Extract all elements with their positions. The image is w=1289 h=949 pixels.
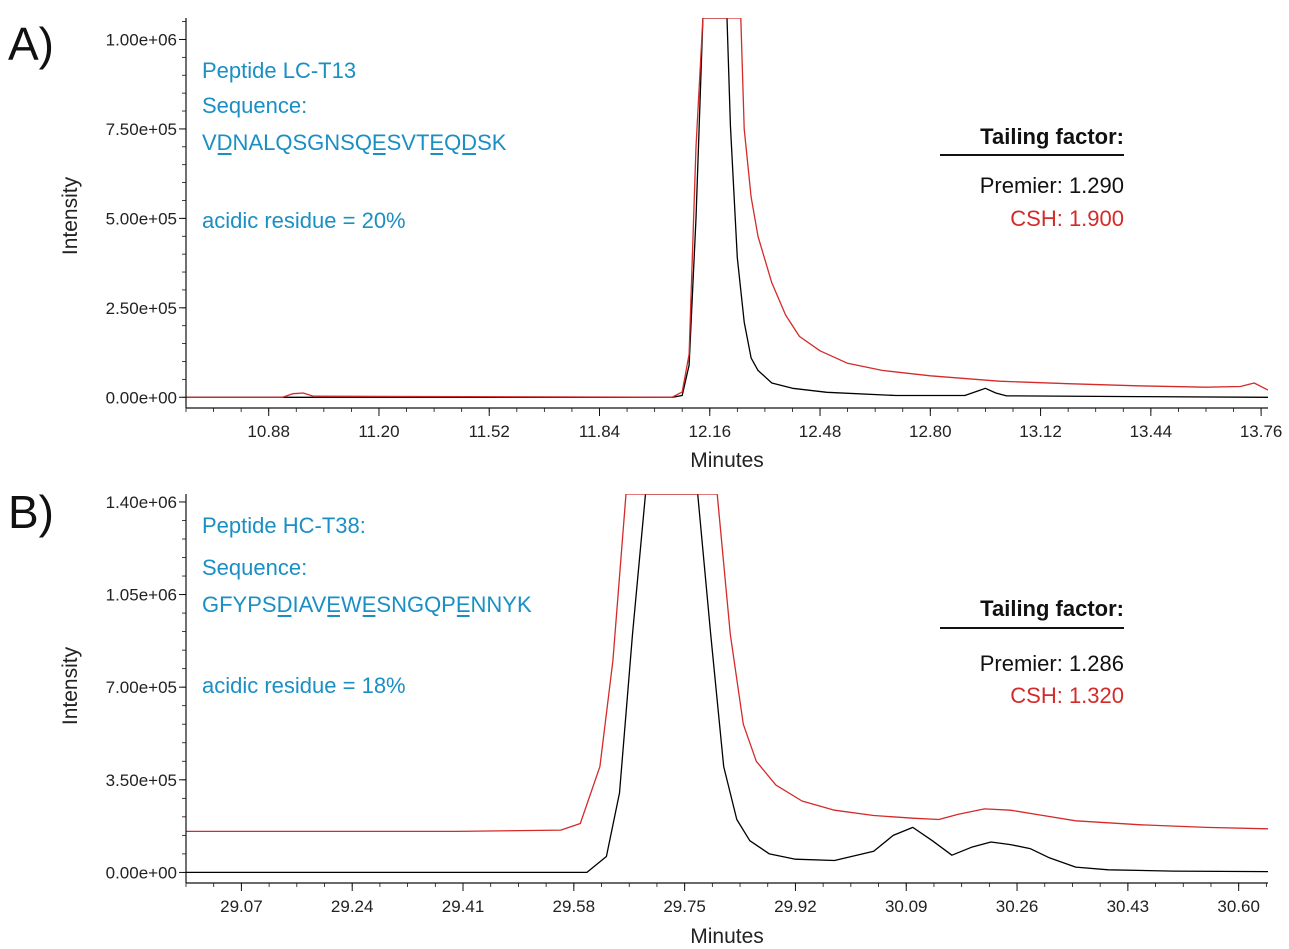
x-tick-label: 13.12 <box>1019 422 1062 441</box>
x-tick-label: 11.20 <box>358 422 399 441</box>
panel-label: A) <box>8 18 54 70</box>
y-tick-label: 3.50e+05 <box>106 771 177 790</box>
y-axis-title: Intensity <box>59 176 82 255</box>
x-tick-label: 29.58 <box>553 897 596 916</box>
y-tick-label: 2.50e+05 <box>106 299 177 318</box>
annotation-block: Peptide LC-T13 Sequence: VDNALQSGNSQESVT… <box>202 58 507 233</box>
x-axis-title: Minutes <box>690 449 764 472</box>
panel-label: B) <box>8 486 54 538</box>
x-axis-title: Minutes <box>690 925 764 948</box>
tailing-factor-premier: Premier: 1.290 <box>980 173 1124 198</box>
x-tick-label: 13.76 <box>1240 422 1283 441</box>
series-group <box>186 18 1268 398</box>
tailing-factor-title: Tailing factor: <box>980 124 1124 149</box>
y-tick-label: 7.00e+05 <box>106 678 177 697</box>
sequence-label: Sequence: <box>202 93 307 118</box>
x-tick-label: 29.07 <box>220 897 263 916</box>
csh-trace-line <box>186 494 1268 833</box>
tailing-factor-csh: CSH: 1.900 <box>1010 206 1124 231</box>
y-axis-title: Intensity <box>59 646 82 725</box>
premier-trace-line <box>186 18 1268 398</box>
acidic-residue-text: acidic residue = 18% <box>202 673 406 698</box>
sequence-text: GFYPSDIAVEWESNGQPENNYK <box>202 592 532 617</box>
x-tick-label: 29.92 <box>774 897 817 916</box>
acidic-residue-text: acidic residue = 20% <box>202 208 406 233</box>
y-tick-label: 5.00e+05 <box>106 209 177 228</box>
x-tick-label: 30.43 <box>1107 897 1150 916</box>
x-tick-label: 11.52 <box>469 422 510 441</box>
y-tick-label: 1.00e+06 <box>106 30 177 49</box>
sequence-label: Sequence: <box>202 555 307 580</box>
tailing-factor-title: Tailing factor: <box>980 596 1124 621</box>
csh-trace-line <box>186 18 1268 398</box>
y-tick-label: 1.40e+06 <box>106 493 177 512</box>
y-tick-label: 1.05e+06 <box>106 586 177 605</box>
y-tick-label: 0.00e+00 <box>106 388 177 407</box>
annotation-block: Peptide HC-T38: Sequence: GFYPSDIAVEWESN… <box>202 513 532 698</box>
x-tick-label: 10.88 <box>247 422 290 441</box>
y-tick-label: 0.00e+00 <box>106 863 177 882</box>
x-tick-label: 29.75 <box>663 897 706 916</box>
x-tick-label: 29.41 <box>442 897 485 916</box>
x-tick-label: 12.16 <box>688 422 731 441</box>
x-tick-label: 30.09 <box>885 897 928 916</box>
sequence-text: VDNALQSGNSQESVTEQDSK <box>202 130 507 155</box>
x-tick-label: 29.24 <box>331 897 374 916</box>
x-tick-label: 11.84 <box>579 422 620 441</box>
panel-a: A) Intensity Minutes Peptide LC-T13 Sequ… <box>8 18 1282 472</box>
x-tick-label: 30.60 <box>1217 897 1260 916</box>
tailing-factor-box: Tailing factor: Premier: 1.286 CSH: 1.32… <box>940 596 1124 708</box>
x-tick-label: 30.26 <box>996 897 1039 916</box>
premier-trace-line <box>186 494 1268 874</box>
tailing-factor-premier: Premier: 1.286 <box>980 651 1124 676</box>
y-tick-label: 7.50e+05 <box>106 120 177 139</box>
x-tick-label: 13.44 <box>1130 422 1173 441</box>
x-tick-label: 12.80 <box>909 422 952 441</box>
peptide-name: Peptide HC-T38: <box>202 513 366 538</box>
peptide-name: Peptide LC-T13 <box>202 58 356 83</box>
tailing-factor-box: Tailing factor: Premier: 1.290 CSH: 1.90… <box>940 124 1124 231</box>
panel-b: B) Intensity Minutes Peptide HC-T38: Seq… <box>8 486 1268 948</box>
x-tick-label: 12.48 <box>799 422 842 441</box>
tailing-factor-csh: CSH: 1.320 <box>1010 683 1124 708</box>
series-group <box>186 494 1268 874</box>
